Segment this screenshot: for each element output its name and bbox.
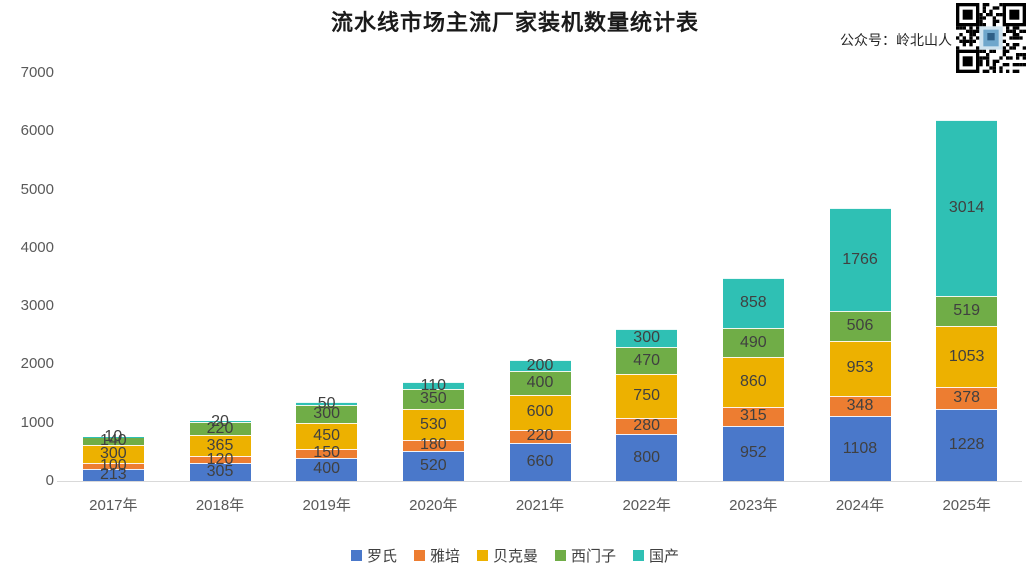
bar-segment (722, 357, 784, 408)
bar-segment (616, 374, 678, 419)
legend-swatch-icon (350, 550, 362, 561)
bar-segment (616, 346, 678, 375)
legend-item: 西门子 (555, 545, 616, 566)
legend-item: 国产 (633, 545, 679, 566)
x-axis-label: 2021年 (515, 497, 565, 514)
y-axis-tick: 1000 (20, 413, 54, 431)
bar-segment (509, 359, 571, 372)
bar-segment (189, 422, 251, 435)
bar-segment (722, 278, 784, 329)
x-axis-label: 2019年 (302, 497, 351, 514)
bar-segment (296, 457, 358, 481)
bar-segment (936, 326, 998, 388)
legend-swatch-icon (413, 550, 425, 561)
x-axis-line (57, 481, 1022, 482)
legend-swatch-icon (633, 550, 645, 561)
qr-code-icon (956, 3, 1026, 73)
bar-segment (296, 402, 358, 406)
bar-segment (722, 425, 784, 481)
legend-label: 雅培 (429, 548, 460, 565)
x-axis-label: 2025年 (942, 497, 991, 514)
bar-segment (616, 418, 678, 435)
bar-segment (402, 440, 464, 451)
bar-segment (936, 409, 998, 481)
bar-segment (189, 420, 251, 423)
bar-segment (296, 405, 358, 423)
legend-swatch-icon (476, 550, 488, 561)
bar-segment (829, 340, 891, 397)
bar-segment (82, 468, 144, 481)
chart-title: 流水线市场主流厂家装机数量统计表 (330, 10, 699, 35)
legend-label: 国产 (649, 548, 680, 565)
bar-segment (616, 329, 678, 347)
x-axis-label: 2020年 (409, 497, 458, 514)
legend: 罗氏 雅培 贝克曼 西门子 国产 (0, 545, 1030, 566)
legend-item: 罗氏 (350, 545, 397, 566)
y-axis-tick: 6000 (20, 122, 54, 140)
x-axis-label: 2022年 (622, 497, 671, 514)
y-axis-tick: 2000 (20, 355, 54, 373)
bar-segment (296, 448, 358, 458)
bar-segment (82, 437, 144, 446)
bar-segment (296, 422, 358, 449)
y-axis-tick: 7000 (20, 64, 54, 81)
bar-segment (509, 429, 571, 443)
legend-swatch-icon (555, 550, 566, 561)
bar-segment (829, 396, 891, 417)
bar-segment (616, 434, 678, 481)
bar-segment (82, 436, 144, 438)
bar-segment (509, 394, 571, 430)
legend-item: 雅培 (413, 545, 460, 566)
legend-label: 贝克曼 (492, 548, 538, 565)
x-axis-label: 2018年 (195, 497, 245, 514)
legend-item: 贝克曼 (476, 545, 538, 566)
y-axis-tick: 4000 (20, 238, 54, 256)
x-axis-label: 2024年 (835, 497, 885, 514)
bar-segment (722, 407, 784, 426)
bar-segment (509, 371, 571, 395)
bar-segment (829, 311, 891, 341)
legend-label: 西门子 (571, 548, 617, 565)
bar-segment (829, 208, 891, 312)
bar-segment (189, 463, 251, 481)
bar-segment (402, 409, 464, 441)
y-axis-tick: 5000 (20, 180, 54, 198)
x-axis-label: 2017年 (89, 497, 138, 514)
y-axis-tick: 0 (45, 472, 54, 489)
bar-segment (189, 434, 251, 457)
x-axis-label: 2023年 (729, 497, 778, 514)
legend-label: 罗氏 (366, 548, 397, 565)
watermark-text: 公众号：岭北山人 (840, 32, 952, 48)
bar-segment (936, 120, 998, 296)
bar-segment (82, 445, 144, 463)
bar-segment (936, 387, 998, 410)
bar-segment (829, 416, 891, 481)
bar-segment (936, 295, 998, 327)
bar-segment (402, 450, 464, 481)
bar-segment (722, 328, 784, 357)
bar-segment (189, 456, 251, 464)
bar-segment (402, 382, 464, 389)
bar-segment (82, 462, 144, 469)
bar-segment (402, 388, 464, 410)
y-axis-tick: 3000 (20, 297, 54, 315)
bar-segment (509, 442, 571, 481)
